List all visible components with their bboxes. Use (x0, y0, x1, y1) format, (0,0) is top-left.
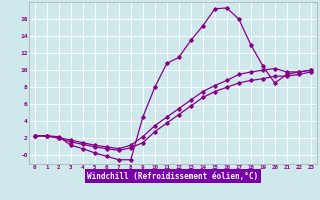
X-axis label: Windchill (Refroidissement éolien,°C): Windchill (Refroidissement éolien,°C) (87, 172, 258, 181)
